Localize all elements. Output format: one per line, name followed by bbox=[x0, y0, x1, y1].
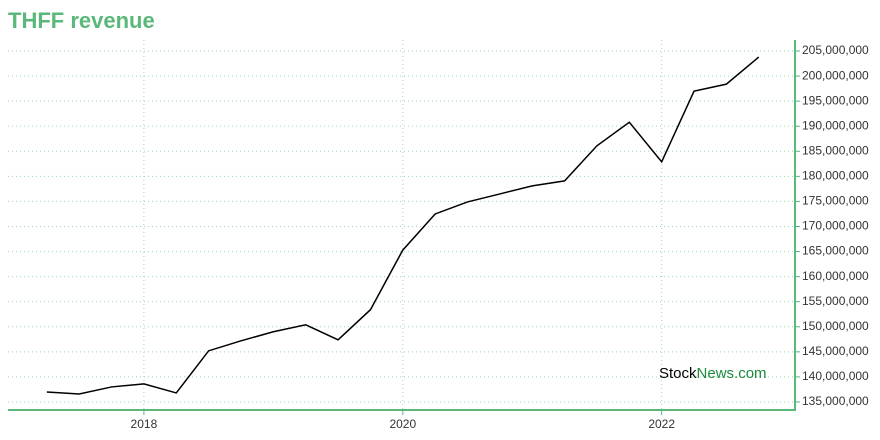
x-tick-label: 2020 bbox=[389, 417, 416, 431]
x-tick-label: 2018 bbox=[131, 417, 158, 431]
chart-title: THFF revenue bbox=[8, 8, 155, 33]
y-tick-label: 170,000,000 bbox=[802, 219, 869, 233]
y-tick-label: 195,000,000 bbox=[802, 93, 869, 107]
y-tick-label: 180,000,000 bbox=[802, 169, 869, 183]
y-tick-label: 135,000,000 bbox=[802, 394, 869, 408]
y-tick-label: 140,000,000 bbox=[802, 369, 869, 383]
watermark-suffix: News.com bbox=[697, 365, 767, 382]
y-tick-label: 155,000,000 bbox=[802, 294, 869, 308]
y-tick-label: 185,000,000 bbox=[802, 143, 869, 157]
y-tick-label: 190,000,000 bbox=[802, 118, 869, 132]
y-tick-label: 160,000,000 bbox=[802, 269, 869, 283]
y-tick-label: 205,000,000 bbox=[802, 43, 869, 57]
line-series bbox=[46, 56, 760, 395]
y-tick-label: 150,000,000 bbox=[802, 319, 869, 333]
watermark-brand: Stock bbox=[659, 365, 697, 382]
x-tick-label: 2022 bbox=[648, 417, 675, 431]
y-tick-label: 175,000,000 bbox=[802, 194, 869, 208]
watermark: StockNews.com bbox=[659, 365, 767, 382]
y-tick-label: 165,000,000 bbox=[802, 244, 869, 258]
y-tick-label: 145,000,000 bbox=[802, 344, 869, 358]
y-tick-label: 200,000,000 bbox=[802, 68, 869, 82]
